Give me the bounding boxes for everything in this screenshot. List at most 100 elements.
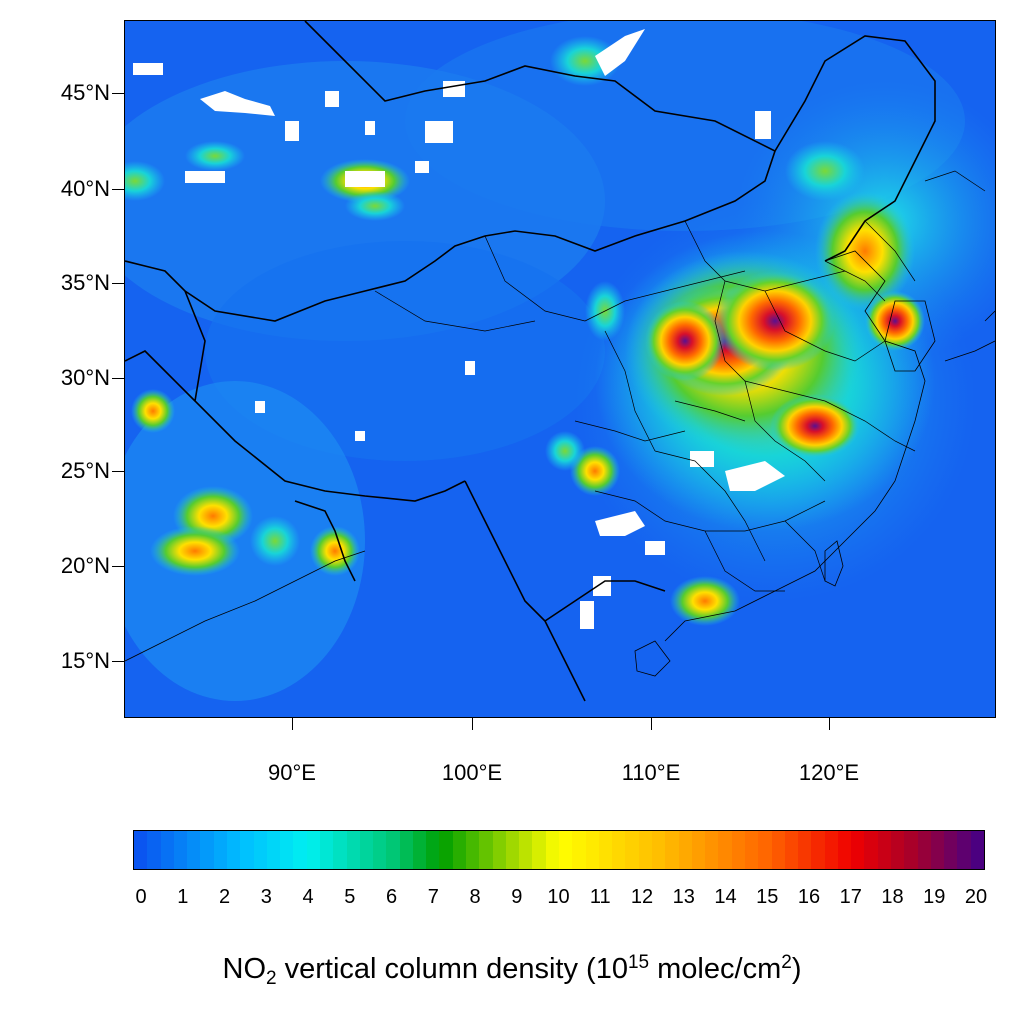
title-mid: vertical column density (10 [276,953,628,985]
colorbar-swatch [930,831,945,869]
colorbar-title: NO2 vertical column density (1015 molec/… [0,952,1024,990]
no2-map [125,21,995,717]
colorbar-tick-label: 17 [839,886,862,908]
title-pre: NO [222,953,267,985]
colorbar-tick-label: 0 [135,886,147,908]
colorbar-swatch [173,831,188,869]
colorbar-swatch [784,831,799,869]
lat-tick [112,566,124,567]
colorbar-swatch [864,831,878,869]
lon-tick [651,718,652,730]
lat-label-30n: 30°N [60,365,110,390]
colorbar-swatch [492,831,506,869]
colorbar-swatch [359,831,374,869]
colorbar-swatch [213,831,227,869]
colorbar-swatch [293,831,307,869]
colorbar-swatch [957,831,971,869]
colorbar-swatch [505,831,520,869]
colorbar-tick-label: 1 [177,886,189,908]
colorbar-swatch [306,831,320,869]
title-post: ) [791,953,802,985]
lat-tick [112,189,124,190]
colorbar-swatch [280,831,294,869]
colorbar-swatch [253,831,267,869]
colorbar-tick-label: 7 [427,886,439,908]
colorbar-tick-label: 4 [302,886,314,908]
colorbar-swatch [452,831,467,869]
colorbar-swatch [944,831,958,869]
lat-label-20n: 20°N [60,553,110,578]
colorbar-swatch [426,831,440,869]
colorbar-swatch [851,831,865,869]
colorbar-swatch [466,831,480,869]
colorbar-tick-label: 16 [797,886,821,908]
colorbar-swatch [705,831,719,869]
colorbar-swatch [532,831,546,869]
colorbar-swatch [744,831,759,869]
colorbar-swatch [877,831,892,869]
lat-tick [112,283,124,284]
lat-tick [112,93,124,94]
colorbar-swatch [200,831,214,869]
colorbar-tick-label: 6 [385,886,398,908]
colorbar-tick-label: 14 [714,886,737,908]
lon-label-110e: 110°E [621,760,681,785]
lat-label-35n: 35°N [60,270,110,295]
colorbar-tick-label: 20 [964,886,988,908]
colorbar-tick-label: 9 [511,886,523,908]
colorbar-swatch [333,831,347,869]
lon-tick [292,718,293,730]
title-sub: 2 [266,968,277,989]
colorbar-swatch [412,831,427,869]
colorbar-swatch [798,831,812,869]
lat-label-45n: 45°N [60,80,110,105]
colorbar-swatch [399,831,413,869]
colorbar-swatch [319,831,334,869]
colorbar-swatch [519,831,533,869]
colorbar-tick-label: 3 [260,886,272,908]
colorbar-tick-label: 8 [469,886,481,908]
lon-label-100e: 100°E [441,760,503,785]
colorbar-swatch [226,831,241,869]
colorbar-swatch [665,831,679,869]
title-sup2: 2 [781,952,792,973]
colorbar-swatch [891,831,905,869]
lon-label-90e: 90°E [268,760,316,785]
colorbar-swatch [187,831,201,869]
colorbar-swatch [625,831,639,869]
colorbar-swatch [771,831,785,869]
colorbar-swatch [651,831,666,869]
colorbar-swatch [373,831,387,869]
colorbar-tick-label: 11 [589,886,611,908]
lat-tick [112,661,124,662]
colorbar-swatch [638,831,652,869]
colorbar [133,830,985,870]
map-plot-area [124,20,996,718]
lat-label-25n: 25°N [60,458,110,483]
colorbar-swatch [824,831,838,869]
colorbar-tick-label: 15 [756,886,779,908]
title-sup1: 15 [627,952,650,973]
lon-label-120e: 120°E [798,760,860,785]
lat-tick [112,471,124,472]
colorbar-swatch [585,831,599,869]
colorbar-swatch [970,831,984,869]
colorbar-swatch [266,831,281,869]
colorbar-swatch [598,831,613,869]
colorbar-swatch [678,831,692,869]
colorbar-swatch [572,831,586,869]
colorbar-swatch [758,831,772,869]
colorbar-tick-label: 13 [672,886,695,908]
colorbar-swatch [386,831,400,869]
colorbar-swatch [837,831,852,869]
lat-label-15n: 15°N [60,648,110,673]
lon-tick [829,718,830,730]
colorbar-swatch [545,831,559,869]
lon-tick [472,718,473,730]
colorbar-swatch [718,831,732,869]
colorbar-swatch [559,831,573,869]
colorbar-swatch [691,831,706,869]
colorbar-swatch [439,831,453,869]
colorbar-swatch [147,831,161,869]
colorbar-swatch [917,831,931,869]
